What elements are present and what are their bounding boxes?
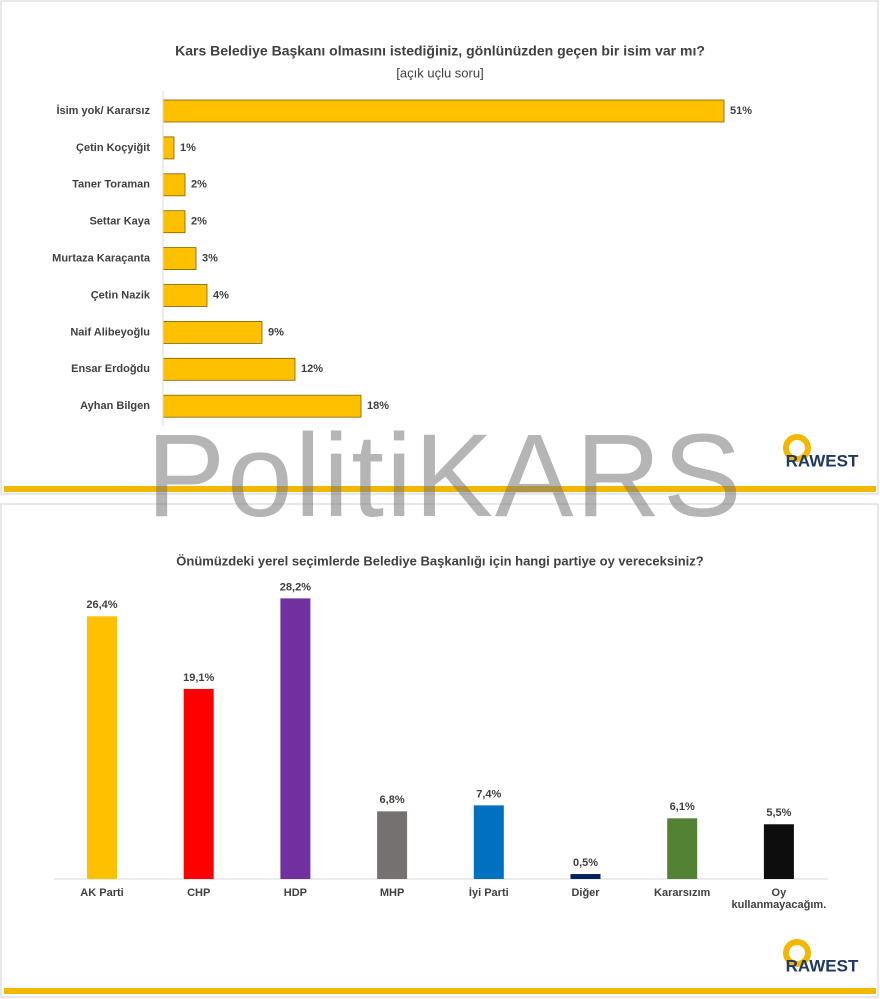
chart-title: Önümüzdeki yerel seçimlerde Belediye Baş… [176, 553, 703, 568]
panel-rule [4, 486, 876, 492]
bar [183, 688, 214, 879]
bar [763, 824, 794, 879]
y-tick-label: Taner Toraman [72, 179, 150, 191]
value-label: 2% [191, 179, 207, 191]
bar [162, 357, 296, 381]
logo-text: RAWEST [786, 451, 859, 470]
panel [0, 0, 879, 495]
y-tick-label: Ensar Erdoğdu [71, 363, 150, 375]
x-tick-label-box: İyi Parti [468, 887, 509, 899]
value-label: 2% [191, 216, 207, 228]
watermark: PolitiKARS [146, 410, 743, 542]
chart-subtitle: [açık uçlu soru] [396, 65, 483, 80]
x-tick-label: Kararsızım [654, 887, 711, 899]
value-label: 4% [213, 289, 229, 301]
bar [162, 210, 186, 234]
x-tick-label: MHP [379, 887, 405, 899]
bar [280, 598, 311, 879]
y-tick-label: Çetin Koçyiğit [76, 142, 150, 154]
value-label: 18% [367, 400, 389, 412]
bar [162, 320, 263, 344]
value-label: 28,2% [280, 581, 311, 593]
bar [162, 99, 725, 123]
y-tick-label: İsim yok/ Kararsız [56, 104, 150, 117]
x-tick-label-box: HDP [283, 887, 307, 899]
value-label: 9% [268, 326, 284, 338]
x-tick-label-box: Diğer [571, 887, 600, 899]
x-tick-label-box: AK Parti [80, 887, 124, 899]
x-tick-label-box: Oy kullanmayacağım. [731, 887, 827, 911]
x-tick-label-box: Kararsızım [654, 887, 711, 899]
x-tick-label-box: MHP [379, 887, 405, 899]
bar [162, 173, 186, 197]
y-tick-label: Çetin Nazik [91, 289, 151, 301]
y-tick-label: Ayhan Bilgen [80, 400, 150, 412]
plots: İsim yok/ Kararsız 51% Çetin Koçyiğit 1% Tan… [52, 91, 828, 911]
bar [162, 284, 208, 307]
x-tick-label: CHP [187, 887, 211, 899]
x-tick-label: HDP [283, 887, 307, 899]
value-label: 6,8% [380, 794, 405, 806]
y-tick-label: Naif Alibeyoğlu [70, 326, 150, 338]
value-label: 1% [180, 142, 196, 154]
x-tick-label: Oy kullanmayacağım. [731, 887, 827, 911]
value-label: 3% [202, 253, 218, 265]
bar [570, 874, 601, 879]
chart-title: Kars Belediye Başkanı olmasını istediğin… [175, 43, 705, 59]
panel [0, 503, 879, 998]
bar [667, 818, 698, 879]
bar [162, 247, 197, 271]
x-tick-label: İyi Parti [468, 887, 509, 899]
logo-text: RAWEST [786, 956, 859, 975]
logo-ring [783, 939, 811, 967]
value-label: 12% [301, 363, 323, 375]
bar [377, 811, 408, 879]
value-label: 51% [730, 105, 752, 117]
value-label: 6,1% [670, 801, 695, 813]
bar [87, 616, 117, 879]
value-label: 7,4% [476, 788, 501, 800]
value-label: 26,4% [86, 599, 117, 611]
panel-rule [4, 988, 876, 994]
bar [473, 805, 504, 879]
logo-ring [783, 434, 811, 462]
x-tick-label: AK Parti [80, 887, 124, 899]
bar [162, 136, 175, 160]
logo: RAWEST [783, 939, 859, 975]
y-tick-label: Murtaza Karaçanta [52, 253, 151, 265]
x-tick-label-box: CHP [187, 887, 211, 899]
value-label: 5,5% [766, 807, 791, 819]
y-tick-label: Settar Kaya [89, 216, 150, 228]
value-label: 19,1% [183, 672, 214, 684]
x-tick-label: Diğer [571, 887, 600, 899]
logo: RAWEST [783, 434, 859, 470]
value-label: 0,5% [573, 857, 598, 869]
